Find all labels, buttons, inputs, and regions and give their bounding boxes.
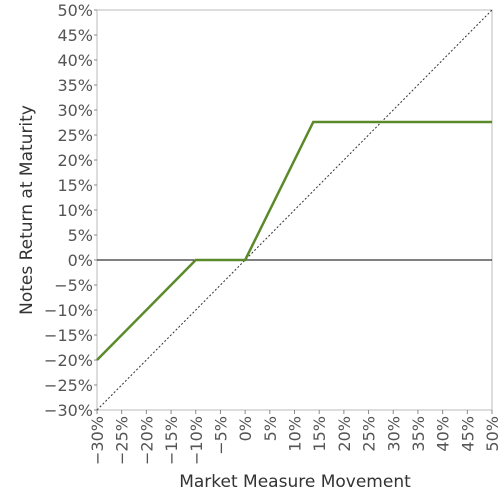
reference-line [96, 9, 493, 411]
x-tick-label: −5% [211, 416, 230, 455]
x-tick-label: −30% [88, 416, 107, 465]
y-tick-label: −10% [44, 301, 93, 320]
x-tick-label: −25% [113, 416, 132, 465]
x-axis-label: Market Measure Movement [179, 472, 411, 492]
y-tick-label: −20% [44, 351, 93, 370]
y-tick-label: 15% [57, 176, 93, 195]
x-tick-label: 40% [434, 416, 453, 452]
return-line [96, 120, 492, 361]
y-tick-label: −25% [44, 376, 93, 395]
x-tick-label: 15% [310, 416, 329, 452]
x-tick-label: 20% [335, 416, 354, 452]
x-tick-label: 5% [261, 416, 280, 441]
y-tick-label: −15% [44, 326, 93, 345]
y-tick-label: 20% [57, 151, 93, 170]
y-tick-label: 50% [57, 1, 93, 20]
y-tick-label: 5% [68, 226, 93, 245]
x-tick-label: 0% [236, 416, 255, 441]
x-tick-label: 50% [483, 416, 500, 452]
y-tick-label: −30% [44, 401, 93, 420]
y-tick-label: 40% [57, 51, 93, 70]
y-tick-label: −5% [54, 276, 93, 295]
x-tick-label: 10% [286, 416, 305, 452]
x-tick-label: −15% [162, 416, 181, 465]
x-tick-label: −10% [187, 416, 206, 465]
y-tick-label: 25% [57, 126, 93, 145]
x-tick-label: 30% [384, 416, 403, 452]
x-tick-label: 25% [360, 416, 379, 452]
y-tick-label: 35% [57, 76, 93, 95]
x-tick-label: −20% [137, 416, 156, 465]
y-axis-label: Notes Return at Maturity [17, 105, 37, 315]
y-tick-label: 30% [57, 101, 93, 120]
x-tick-label: 35% [409, 416, 428, 452]
x-tick-label: 45% [458, 416, 477, 452]
y-tick-label: 45% [57, 26, 93, 45]
y-tick-label: 0% [68, 251, 93, 270]
y-tick-label: 10% [57, 201, 93, 220]
